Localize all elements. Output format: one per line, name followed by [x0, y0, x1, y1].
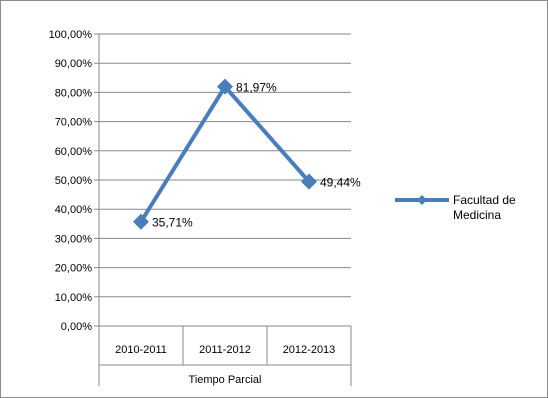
- legend-label: Facultad de: [453, 193, 516, 207]
- data-label: 35,71%: [152, 216, 193, 230]
- data-point-marker: [217, 78, 233, 95]
- x-category-label: 2012-2013: [283, 344, 336, 356]
- y-tick-label: 90,00%: [55, 58, 93, 70]
- series-line: [139, 84, 311, 223]
- data-label: 49,44%: [320, 176, 361, 190]
- x-category-label: 2011-2012: [199, 344, 251, 356]
- y-tick-label: 40,00%: [55, 204, 93, 216]
- gridlines: [99, 33, 351, 298]
- series-group: 35,71% 81,97% 49,44%: [133, 78, 361, 230]
- y-tick-label: 60,00%: [55, 146, 93, 158]
- legend-label: Medicina: [453, 208, 501, 222]
- y-tick-label: 70,00%: [55, 117, 93, 129]
- y-tick-label: 20,00%: [55, 263, 93, 275]
- data-label: 81,97%: [236, 81, 277, 95]
- data-point-marker: [301, 173, 317, 190]
- y-tick-label: 100,00%: [49, 29, 93, 41]
- y-axis-ticks: 0,00% 10,00% 20,00% 30,00% 40,00% 50,00% 60,00…: [49, 29, 99, 333]
- x-axis-categories: 2010-2011 2011-2012 2012-2013: [115, 326, 335, 365]
- x-axis-group-label: Tiempo Parcial: [189, 374, 262, 386]
- y-tick-label: 80,00%: [55, 87, 93, 99]
- data-point-marker: [133, 213, 149, 230]
- y-tick-label: 0,00%: [61, 321, 92, 333]
- y-tick-label: 30,00%: [55, 233, 93, 245]
- y-tick-label: 10,00%: [55, 292, 93, 304]
- x-category-label: 2010-2011: [115, 344, 167, 356]
- y-tick-label: 50,00%: [55, 175, 93, 187]
- legend-marker: [417, 195, 427, 205]
